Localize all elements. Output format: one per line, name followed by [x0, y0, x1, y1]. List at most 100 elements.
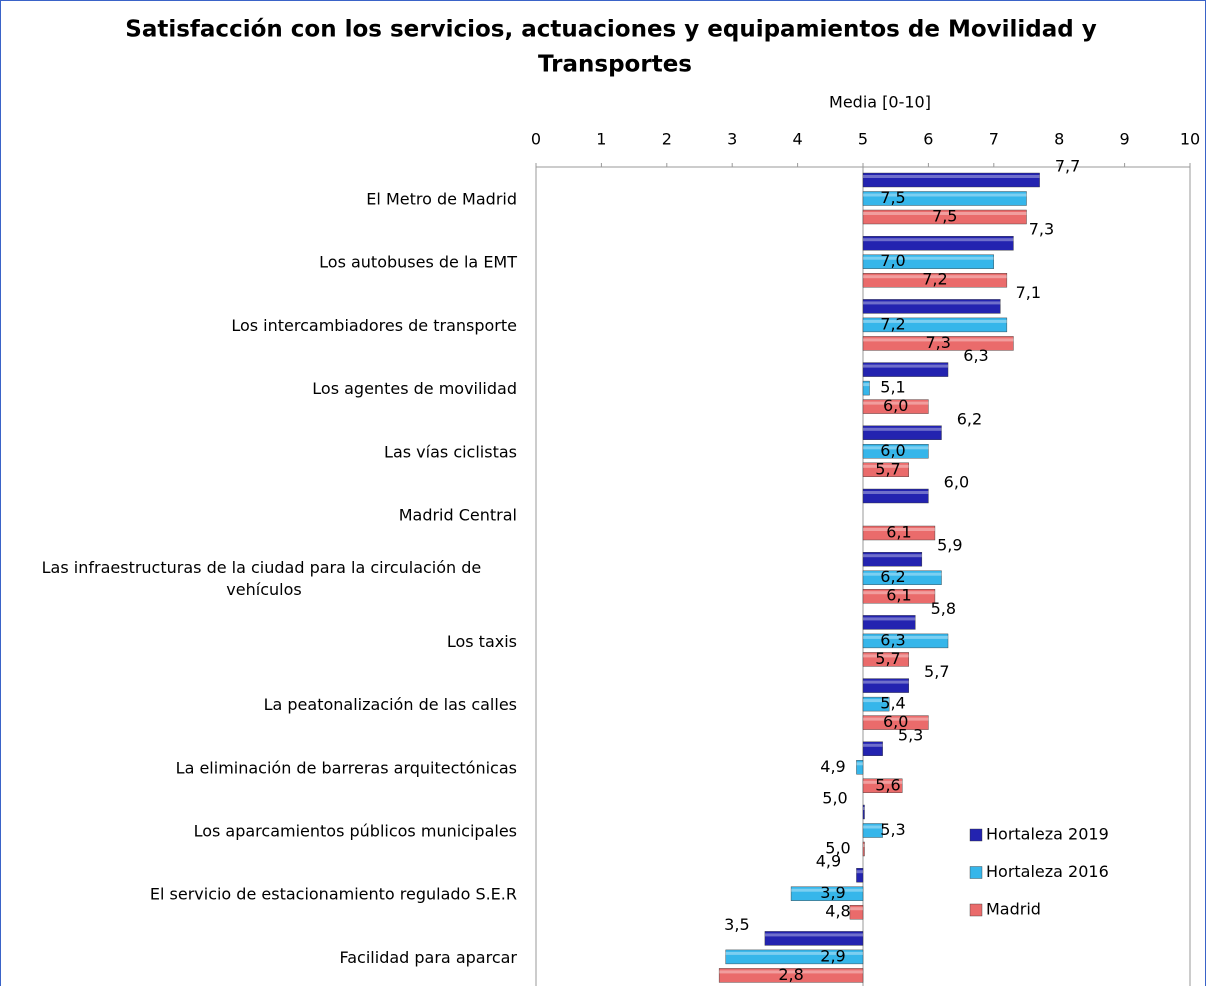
bar-highlight [863, 572, 942, 576]
data-label: 7,0 [880, 251, 905, 270]
bar [718, 968, 864, 983]
bar-highlight [849, 907, 863, 911]
data-label: 5,3 [898, 725, 923, 744]
chart-title: Satisfacción con los servicios, actuacio… [125, 16, 1105, 77]
bar [862, 425, 942, 440]
bar [862, 778, 903, 793]
y-tick-label: El servicio de estacionamiento regulado … [150, 885, 517, 904]
y-tick-label: Las vías ciclistas [384, 442, 517, 461]
bar-highlight [863, 401, 929, 405]
y-tick-label: El Metro de Madrid [366, 190, 517, 209]
data-label: 2,9 [820, 946, 845, 965]
bar-highlight [863, 635, 949, 639]
bar-highlight [863, 780, 903, 784]
data-label: 5,9 [937, 536, 962, 555]
bar [862, 652, 909, 667]
x-tick-label: 5 [858, 130, 868, 149]
bar [862, 823, 883, 838]
y-tick-label: Los autobuses de la EMT [319, 253, 517, 272]
legend-swatch [969, 828, 983, 842]
x-tick-label: 3 [727, 130, 737, 149]
data-label: 4,9 [816, 852, 841, 871]
data-label: 6,3 [880, 630, 905, 649]
bar-highlight [863, 427, 942, 431]
data-label: 5,7 [924, 662, 949, 681]
data-label: 5,4 [880, 694, 905, 713]
bar [862, 525, 936, 541]
data-label: 4,8 [825, 902, 850, 921]
bar [862, 488, 929, 504]
bar-highlight [863, 491, 929, 494]
bar-highlight [719, 970, 863, 974]
bar [862, 841, 865, 857]
bar [862, 715, 929, 730]
bar-highlight [791, 888, 863, 892]
bar-highlight [856, 762, 863, 766]
bar [764, 931, 864, 946]
y-tick-label: Los aparcamientos públicos municipales [194, 822, 517, 841]
bar-highlight [863, 464, 909, 468]
bar-highlight [863, 528, 935, 531]
data-label: 6,0 [883, 396, 908, 415]
bar-highlight [863, 364, 949, 368]
data-label: 4,9 [820, 757, 845, 776]
bar-highlight [863, 654, 909, 658]
bar-highlight [863, 825, 883, 829]
legend-swatch [969, 903, 983, 917]
x-tick-label: 10 [1180, 130, 1200, 149]
bar [856, 868, 864, 883]
data-label: 6,1 [886, 523, 911, 542]
bar [862, 462, 909, 477]
bar [862, 191, 1027, 206]
bar [725, 949, 864, 965]
data-label: 7,2 [880, 314, 905, 333]
bar-highlight [863, 699, 890, 703]
bar-highlight [863, 238, 1014, 242]
y-tick-label: Madrid Central [399, 506, 517, 525]
bar [862, 552, 923, 567]
bar-highlight [863, 301, 1001, 305]
data-label: 7,5 [880, 188, 905, 207]
data-label: 2,8 [778, 965, 803, 984]
bar-highlight [764, 933, 863, 937]
bar [862, 380, 870, 396]
legend-swatch [969, 866, 983, 879]
data-label: 6,2 [880, 567, 905, 586]
bar [862, 299, 1001, 314]
x-tick-label: 7 [989, 130, 999, 149]
bar-highlight [863, 383, 870, 387]
bar [849, 905, 864, 920]
data-label: 5,0 [825, 839, 850, 858]
bar-highlight [863, 807, 865, 810]
bar-highlight [863, 256, 994, 260]
bar-highlight [725, 951, 863, 955]
bar-highlight [863, 591, 935, 595]
legend-label: Madrid [986, 900, 1041, 919]
data-label: 7,2 [922, 270, 947, 289]
bar [862, 235, 1014, 251]
bar [862, 678, 909, 693]
data-label: 5,7 [875, 459, 900, 478]
data-label: 7,3 [1029, 220, 1054, 239]
data-label: 6,0 [944, 473, 969, 492]
bar-highlight [856, 870, 863, 874]
bar [862, 399, 929, 414]
data-label: 6,2 [957, 409, 982, 428]
bar [856, 760, 864, 775]
bar-highlight [863, 743, 883, 747]
bar [862, 336, 1014, 351]
data-label: 7,5 [932, 207, 957, 226]
x-tick-label: 9 [1120, 130, 1130, 149]
bar-highlight [863, 275, 1007, 279]
data-label: 7,3 [925, 333, 950, 352]
x-tick-label: 4 [793, 130, 803, 149]
bar-highlight [863, 446, 929, 450]
data-label: 5,1 [880, 378, 905, 397]
data-label: 5,7 [875, 649, 900, 668]
bar [862, 696, 890, 712]
bar [862, 317, 1008, 333]
bar [790, 886, 864, 901]
data-label: 6,3 [963, 346, 988, 365]
bar-highlight [863, 680, 909, 684]
